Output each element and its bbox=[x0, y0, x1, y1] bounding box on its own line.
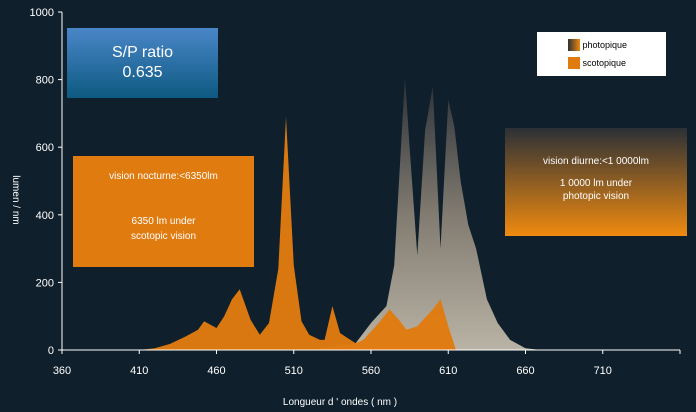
plot-area bbox=[139, 76, 541, 350]
day-vision-desc: 1 0000 lm under photopic vision bbox=[505, 177, 687, 203]
day-vision-desc-line1: 1 0000 lm under bbox=[559, 178, 633, 189]
day-vision-title: vision diurne:<1 0000lm bbox=[543, 156, 649, 167]
area-photopique bbox=[309, 76, 541, 350]
y-tick-label: 400 bbox=[36, 210, 54, 222]
x-tick-label: 360 bbox=[53, 365, 71, 377]
x-tick-label: 610 bbox=[439, 365, 457, 377]
x-tick-label: 560 bbox=[362, 365, 380, 377]
sp-ratio-value: 0.635 bbox=[122, 64, 163, 81]
legend: photopique scotopique bbox=[537, 32, 666, 76]
x-tick-label: 460 bbox=[207, 365, 225, 377]
x-tick-label: 710 bbox=[594, 365, 612, 377]
day-vision-desc-line2: photopic vision bbox=[562, 191, 630, 202]
tick-labels: 0 200 400 600 800 1000 360 410 460 510 560 610 660 71… bbox=[30, 7, 612, 377]
x-tick-label: 660 bbox=[516, 365, 534, 377]
night-vision-desc: 6350 lm under scotopic vision bbox=[73, 214, 254, 244]
legend-swatch-scotopique bbox=[568, 57, 580, 69]
day-vision-box: vision diurne:<1 0000lm 1 0000 lm under … bbox=[505, 128, 687, 236]
legend-swatch-photopique bbox=[568, 39, 580, 51]
sp-ratio-label: S/P ratio bbox=[111, 44, 174, 61]
night-vision-desc-line1: 6350 lm under bbox=[131, 216, 196, 227]
y-tick-label: 200 bbox=[36, 277, 54, 289]
legend-label-scotopique: scotopique bbox=[582, 58, 627, 68]
x-tick-label: 510 bbox=[285, 365, 303, 377]
x-axis-title: Longueur d ' ondes ( nm ) bbox=[283, 397, 397, 408]
night-vision-desc-line2: scotopic vision bbox=[130, 231, 197, 242]
area-scotopique bbox=[139, 116, 456, 350]
y-tick-label: 0 bbox=[48, 345, 54, 357]
night-vision-title: vision nocturne:<6350lm bbox=[109, 171, 218, 182]
y-axis-title: lumen / nm bbox=[10, 175, 21, 224]
y-tick-label: 800 bbox=[36, 75, 54, 87]
night-vision-box: vision nocturne:<6350lm 6350 lm under sc… bbox=[73, 156, 254, 267]
legend-label-photopique: photopique bbox=[582, 40, 628, 50]
y-tick-label: 1000 bbox=[30, 7, 54, 19]
sp-ratio-box: S/P ratio 0.635 bbox=[67, 28, 218, 98]
y-tick-label: 600 bbox=[36, 142, 54, 154]
axes bbox=[58, 11, 681, 354]
x-tick-label: 410 bbox=[130, 365, 148, 377]
legend-item-scotopique: scotopique bbox=[568, 57, 626, 69]
legend-item-photopique: photopique bbox=[568, 39, 627, 51]
